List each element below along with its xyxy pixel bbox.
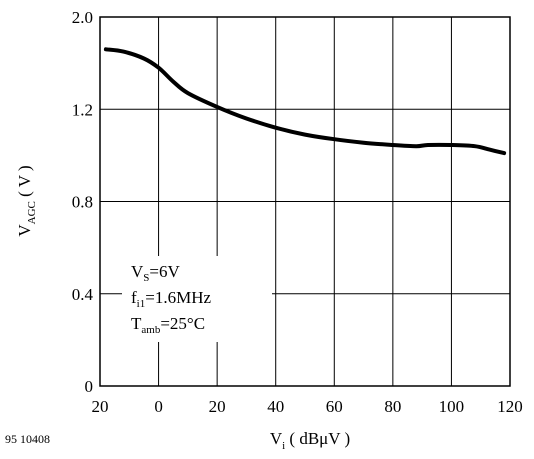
x-tick-label: 120 — [497, 397, 523, 416]
annotation-box — [122, 256, 272, 342]
x-tick-label: 40 — [267, 397, 284, 416]
annotation-fi1: fi1=1.6MHz — [131, 288, 211, 310]
y-tick-label: 0.4 — [72, 285, 94, 304]
annotation-vs: VS=6V — [131, 262, 180, 284]
y-tick-label: 1.2 — [72, 100, 93, 119]
x-tick-label: 0 — [154, 397, 163, 416]
x-tick-label: 80 — [384, 397, 401, 416]
y-tick-label: 2.0 — [72, 8, 93, 27]
y-tick-labels: 0 0.4 0.8 1.2 2.0 — [72, 8, 94, 396]
series-line — [103, 47, 507, 156]
figure-id: 95 10408 — [5, 432, 50, 446]
y-axis-label: VAGC ( V ) — [15, 165, 38, 236]
x-tick-label: 100 — [439, 397, 465, 416]
x-tick-label: 20 — [209, 397, 226, 416]
x-tick-labels: 20 0 20 40 60 80 100 120 — [92, 397, 523, 416]
plot-frame — [99, 16, 511, 387]
x-tick-label: 60 — [326, 397, 343, 416]
y-tick-label: 0 — [85, 377, 94, 396]
x-axis-label: Vi ( dBμV ) — [270, 429, 350, 452]
x-tick-label: 20 — [92, 397, 109, 416]
annotation-tamb: Tamb=25°C — [131, 314, 205, 336]
y-tick-label: 0.8 — [72, 193, 93, 212]
